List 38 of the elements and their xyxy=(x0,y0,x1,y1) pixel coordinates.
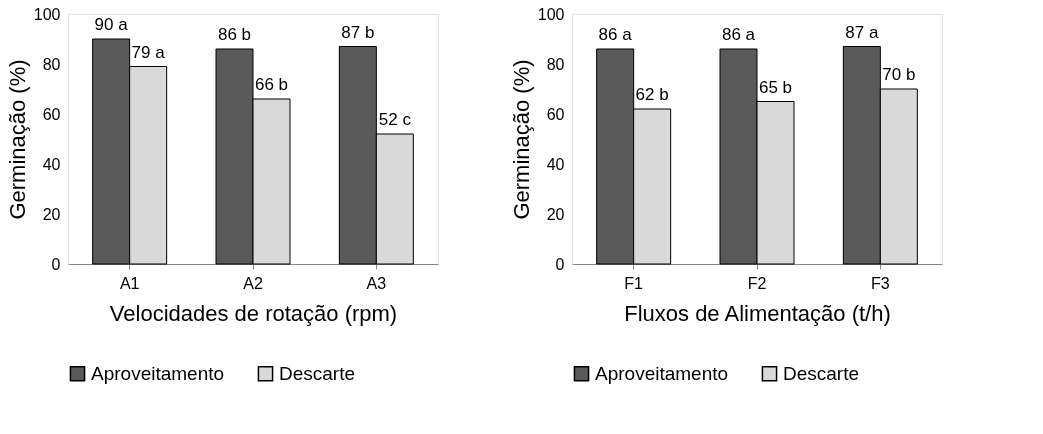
y-tick-label: 100 xyxy=(537,5,565,23)
y-tick-label: 20 xyxy=(42,205,61,223)
x-axis-title: Velocidades de rotação (rpm) xyxy=(109,300,398,326)
x-tick-label: F3 xyxy=(871,274,890,292)
data-label: 86 b xyxy=(217,25,252,44)
data-label: 66 b xyxy=(254,75,289,94)
data-label: 65 b xyxy=(758,77,793,97)
data-label: 87 b xyxy=(341,22,375,42)
y-tick-label: 20 xyxy=(546,205,565,223)
y-tick-label: 40 xyxy=(546,155,565,173)
x-tick-label: A1 xyxy=(119,274,140,292)
y-axis-title: Germinação (%) xyxy=(508,59,534,220)
y-tick-label: 0 xyxy=(51,255,61,273)
x-tick-label: F2 xyxy=(747,274,767,292)
x-tick-label: A3 xyxy=(366,274,387,292)
data-label: 52 c xyxy=(378,110,412,129)
data-label: 86 a xyxy=(721,25,756,44)
y-axis-title: Germinação (%) xyxy=(4,59,30,220)
y-tick-label: 60 xyxy=(42,105,61,123)
y-tick-label: 80 xyxy=(42,55,61,73)
data-label: 79 a xyxy=(131,42,166,62)
x-tick-label: F1 xyxy=(624,274,644,292)
x-axis-title: Fluxos de Alimentação (t/h) xyxy=(624,300,891,326)
y-tick-label: 0 xyxy=(555,255,565,273)
data-label: 62 b xyxy=(635,85,669,104)
legend-label: Aproveitamento xyxy=(595,362,729,384)
data-label: 86 a xyxy=(598,25,633,44)
x-tick-label: A2 xyxy=(243,274,263,292)
data-label: 90 a xyxy=(94,15,129,34)
y-tick-label: 60 xyxy=(546,105,565,123)
data-label: 70 b xyxy=(882,65,916,84)
y-tick-label: 80 xyxy=(546,55,565,73)
y-tick-label: 100 xyxy=(33,5,61,23)
y-tick-label: 40 xyxy=(42,155,61,173)
legend-label: Aproveitamento xyxy=(91,362,225,384)
data-label: 87 a xyxy=(845,22,879,42)
legend-label: Descarte xyxy=(783,362,860,384)
legend-label: Descarte xyxy=(279,362,356,384)
